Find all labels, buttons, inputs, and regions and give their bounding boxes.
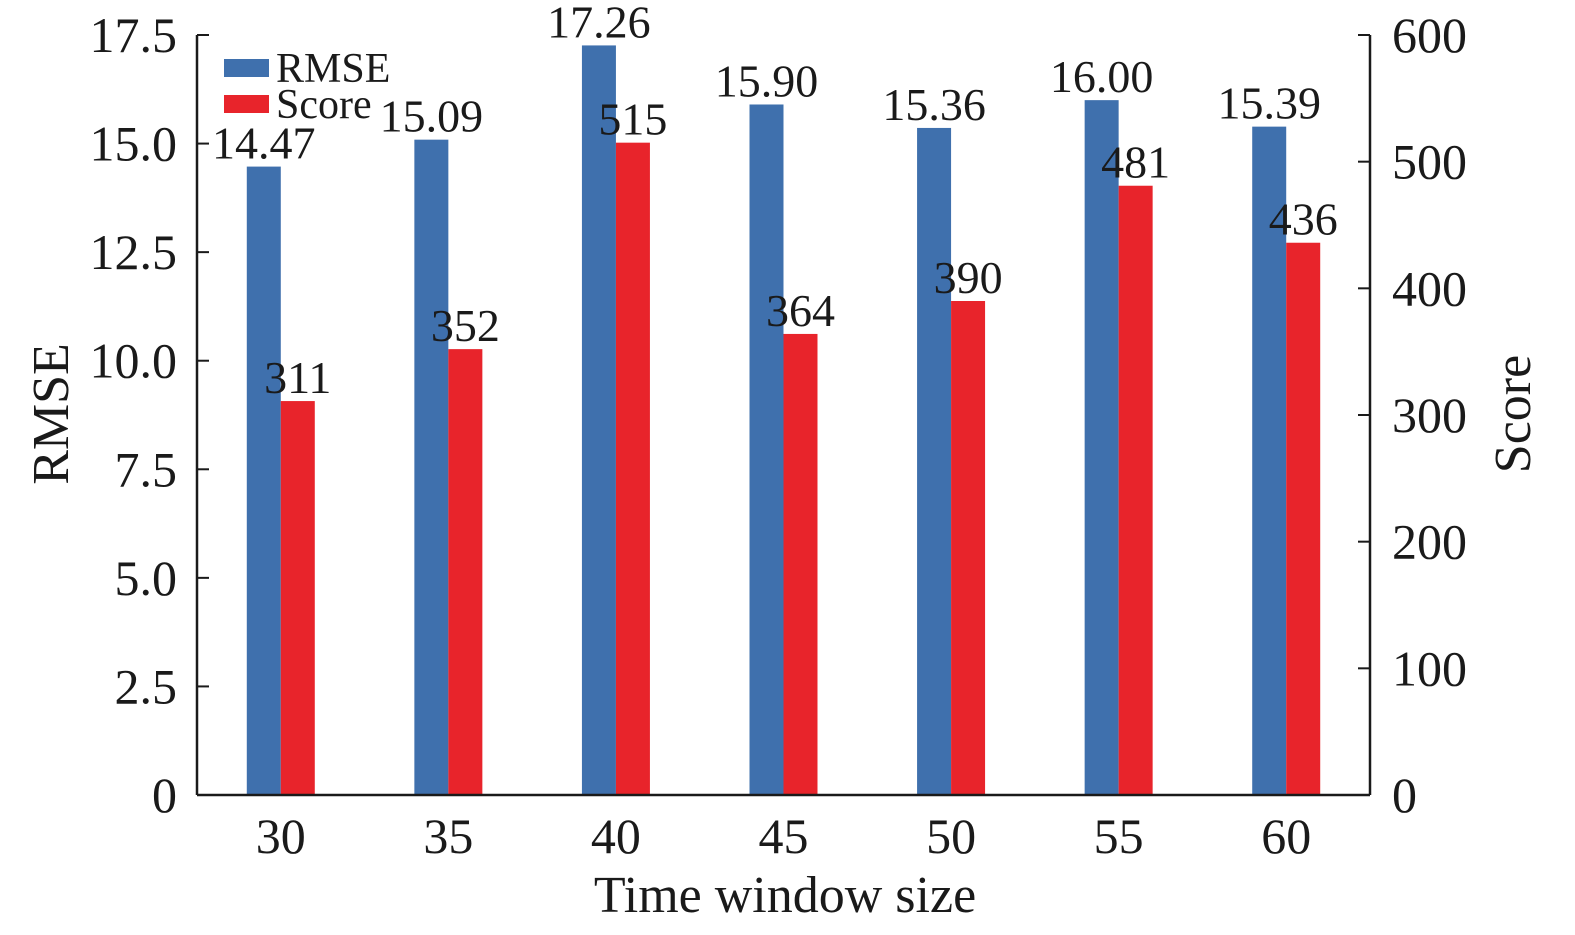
y-tick-right-label: 500 — [1392, 134, 1467, 190]
bars-layer — [246, 45, 1321, 796]
y-axis-title-right: Score — [1485, 355, 1542, 473]
legend-swatch-rmse — [224, 59, 269, 77]
x-tick-label: 45 — [759, 808, 809, 864]
bar-rmse-50 — [917, 127, 952, 796]
x-tick-label: 50 — [926, 808, 976, 864]
data-label-score-60: 436 — [1269, 194, 1338, 245]
legend-swatch-score — [224, 95, 269, 113]
data-label-score-55: 481 — [1101, 137, 1170, 188]
x-tick-label: 60 — [1261, 808, 1311, 864]
y-tick-left-label: 0 — [152, 767, 177, 823]
bar-rmse-45 — [749, 104, 784, 795]
bar-score-50 — [951, 301, 986, 795]
y-tick-right-label: 300 — [1392, 387, 1467, 443]
bar-rmse-60 — [1252, 126, 1287, 796]
x-axis-title: Time window size — [594, 867, 976, 924]
y-tick-right-label: 600 — [1392, 7, 1467, 63]
x-tick-label: 30 — [256, 808, 306, 864]
data-label-rmse-55: 16.00 — [1050, 51, 1154, 102]
data-label-score-35: 352 — [431, 300, 500, 351]
x-tick-label: 55 — [1094, 808, 1144, 864]
y-tick-left-label: 15.0 — [90, 116, 178, 172]
data-label-score-45: 364 — [766, 285, 835, 336]
y-tick-right-label: 400 — [1392, 260, 1467, 316]
y-tick-left-label: 5.0 — [115, 550, 178, 606]
y-tick-left-label: 17.5 — [90, 7, 178, 63]
x-tick-label: 40 — [591, 808, 641, 864]
axes-layer: 0 2.5 5.0 7.5 10.0 12.5 15.0 17.5 0 100 200 300 400 5… — [90, 7, 1468, 864]
data-label-rmse-40: 17.26 — [547, 0, 651, 47]
legend-label-score: Score — [276, 82, 372, 128]
y-tick-left-label: 10.0 — [90, 333, 178, 389]
x-tick-label: 35 — [423, 808, 473, 864]
legend-label-rmse: RMSE — [276, 46, 390, 92]
data-label-rmse-30: 14.47 — [212, 118, 316, 169]
data-label-score-40: 515 — [598, 94, 667, 145]
data-label-score-30: 311 — [264, 352, 331, 403]
y-tick-right-label: 200 — [1392, 514, 1467, 570]
bar-rmse-55 — [1084, 100, 1119, 795]
bar-score-40 — [615, 142, 650, 795]
data-label-score-50: 390 — [934, 252, 1003, 303]
data-label-rmse-60: 15.39 — [1217, 78, 1321, 129]
y-axis-title-left: RMSE — [23, 343, 80, 485]
bar-score-55 — [1118, 185, 1153, 795]
bar-score-60 — [1286, 242, 1321, 795]
bar-rmse-30 — [246, 166, 281, 796]
y-tick-left-label: 2.5 — [115, 658, 178, 714]
data-label-rmse-45: 15.90 — [715, 55, 819, 106]
y-tick-left-label: 7.5 — [115, 441, 178, 497]
y-tick-right-label: 0 — [1392, 767, 1417, 823]
data-label-rmse-50: 15.36 — [882, 79, 986, 130]
bar-score-35 — [448, 349, 483, 795]
bar-score-45 — [783, 333, 818, 795]
data-labels-layer: 14.47 311 15.09 352 17.26 515 15.90 364 15.36 390… — [212, 0, 1338, 403]
bar-score-30 — [280, 401, 315, 795]
y-tick-right-label: 100 — [1392, 640, 1467, 696]
bar-rmse-35 — [414, 139, 449, 796]
bar-rmse-40 — [581, 45, 616, 796]
data-label-rmse-35: 15.09 — [380, 91, 484, 142]
y-tick-left-label: 12.5 — [90, 224, 178, 280]
